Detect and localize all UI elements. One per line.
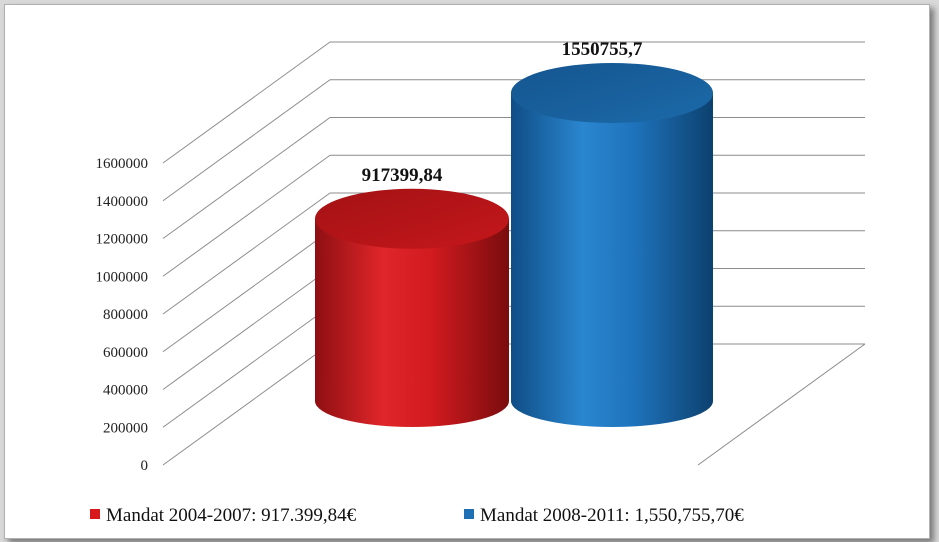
cylinder-bar-1: [315, 188, 509, 427]
legend-label-1: Mandat 2004-2007: 917.399,84€: [106, 505, 357, 526]
legend-label-2: Mandat 2008-2011: 1,550,755,70€: [480, 505, 744, 526]
side-gridline: [162, 343, 331, 466]
bars: [315, 63, 713, 427]
legend-swatch-1: [90, 509, 100, 519]
floor-edge: [697, 343, 866, 466]
cylinder-body: [511, 93, 713, 427]
legend: Mandat 2004-2007: 917.399,84€ Mandat 200…: [90, 505, 744, 526]
y-tick-label: 1400000: [96, 194, 149, 210]
data-label-2: 1550755,7: [562, 39, 643, 60]
side-gridline: [162, 117, 331, 239]
side-gridline: [162, 154, 331, 277]
cylinder-bar-2: [511, 63, 713, 427]
y-tick-label: 400000: [103, 383, 148, 399]
y-tick-label: 0: [141, 458, 149, 474]
cylinder-top: [511, 63, 713, 123]
side-gridline: [162, 230, 331, 353]
cylinder-body: [315, 218, 509, 427]
y-tick-label: 1000000: [96, 269, 149, 285]
y-axis-ticks: 0 200000 400000 600000 800000 1000000 1200000 1…: [96, 156, 149, 474]
side-gridline: [162, 79, 331, 202]
data-label-1: 917399,84: [362, 165, 443, 186]
y-tick-label: 800000: [103, 307, 148, 323]
side-gridline: [162, 268, 331, 390]
y-tick-label: 1600000: [96, 156, 149, 172]
legend-swatch-2: [464, 509, 474, 519]
y-tick-label: 600000: [103, 345, 148, 361]
side-gridline: [162, 41, 331, 164]
cylinder-top: [315, 188, 509, 249]
data-labels: 917399,84 1550755,7: [362, 39, 643, 186]
y-tick-label: 200000: [103, 420, 148, 436]
side-gridline: [162, 192, 331, 315]
side-gridline: [162, 305, 331, 428]
y-tick-label: 1200000: [96, 232, 149, 248]
